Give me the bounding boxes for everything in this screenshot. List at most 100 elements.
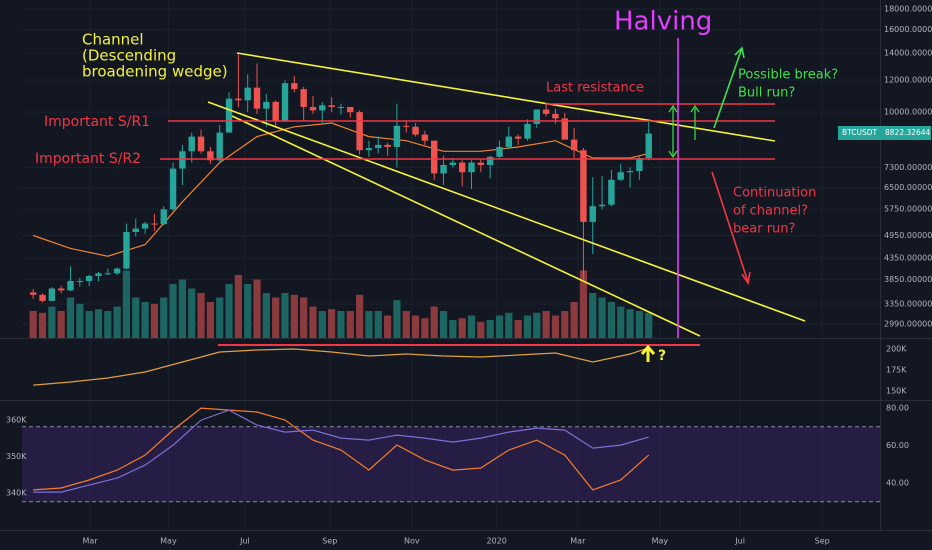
volume-bar <box>225 284 233 338</box>
y-tick-label: 4950.00000 <box>884 231 932 240</box>
candle-body <box>533 109 540 124</box>
candle-body <box>197 136 205 152</box>
volume-bar <box>505 312 513 338</box>
candle-body <box>29 292 37 295</box>
candle-body <box>319 105 326 111</box>
annotation: bear run? <box>733 222 795 237</box>
volume-bar <box>48 306 56 338</box>
candle-body <box>486 156 494 165</box>
volume-bar <box>272 297 280 338</box>
volume-bar <box>356 294 364 338</box>
candle-body <box>449 162 457 165</box>
x-tick-label: Jul <box>239 537 250 546</box>
candle-body <box>477 162 485 165</box>
annotation: Possible break? <box>738 68 838 83</box>
candle-body <box>216 132 223 161</box>
x-tick-label: Sep <box>815 537 830 546</box>
volume-bar <box>38 312 47 338</box>
y-tick-label: 2990.00000 <box>884 319 932 328</box>
candle-body <box>300 89 307 107</box>
volume-bar <box>244 284 252 338</box>
candle-body <box>589 206 596 222</box>
volume-bar <box>635 311 643 338</box>
y-tick-label: 4350.00000 <box>884 254 932 263</box>
candle-body <box>337 106 345 108</box>
volume-bar <box>402 311 410 338</box>
volume-bar <box>393 300 401 338</box>
y-tick-label: 40.00 <box>886 478 909 487</box>
annotation: ? <box>658 348 666 364</box>
candle-body <box>514 136 522 139</box>
candle-body <box>328 105 335 107</box>
volume-bar <box>430 306 438 338</box>
last-price: 8822.32644 <box>885 128 931 137</box>
symbol-label: BTCUSDT <box>842 128 878 137</box>
candle-body <box>570 139 578 151</box>
volume-bar <box>551 315 560 338</box>
arrow <box>640 344 656 362</box>
candle-body <box>225 98 233 133</box>
candle-body <box>403 125 410 127</box>
x-tick-label: Sep <box>322 537 337 546</box>
volume-bar <box>383 315 392 338</box>
volume-bar <box>617 306 625 338</box>
y-tick-label: 6500.00000 <box>884 183 932 192</box>
volume-bar <box>188 288 196 338</box>
candle-body <box>207 151 214 161</box>
candle-body <box>151 223 158 225</box>
annotation: Important S/R2 <box>35 151 141 167</box>
candle-body <box>272 101 279 122</box>
candle-body <box>141 223 149 229</box>
candle-body <box>188 136 195 152</box>
drawings <box>160 38 806 362</box>
candle-body <box>132 228 139 233</box>
volume-bar <box>281 293 289 338</box>
candle-body <box>67 280 74 291</box>
volume-bar <box>337 311 345 338</box>
x-tick-label: 2020 <box>487 537 507 546</box>
volume-bar <box>598 297 606 338</box>
volume-bar <box>439 311 448 338</box>
volume-bar <box>309 306 317 338</box>
volume-bar <box>570 302 578 338</box>
volume-bar <box>300 297 308 338</box>
volume-bar <box>542 311 550 338</box>
candle-body <box>113 268 121 274</box>
candle-body <box>39 294 46 301</box>
x-tick-label: May <box>652 537 669 546</box>
series-line <box>33 409 649 493</box>
candle-body <box>636 157 643 172</box>
y-tick-label: 7300.00000 <box>884 163 932 172</box>
volume-bar <box>533 312 541 338</box>
candle-body <box>440 164 447 174</box>
candle-body <box>542 109 550 114</box>
annotation: Important S/R1 <box>44 114 150 130</box>
candle-body <box>608 179 615 205</box>
candle-body <box>244 87 251 101</box>
candle-body <box>505 136 513 147</box>
volume-bar <box>374 311 382 338</box>
y-tick-label: 60.00 <box>886 441 909 450</box>
volume-bar <box>467 315 476 338</box>
candle-body <box>598 204 606 207</box>
volume-bar <box>216 297 224 338</box>
series-line <box>33 407 650 491</box>
candle-body <box>179 151 186 169</box>
arrow <box>668 104 678 159</box>
price-tag <box>838 126 931 140</box>
volume-bar <box>104 311 112 338</box>
y2-tick-label: 360K <box>6 416 27 425</box>
y-tick-label: 16000.00000 <box>884 25 932 34</box>
x-tick-label: Nov <box>404 537 420 546</box>
marks <box>29 54 653 493</box>
candle-body <box>356 112 363 151</box>
candle-body <box>281 83 289 122</box>
volume-bar <box>561 311 569 338</box>
candle-body <box>645 133 652 158</box>
candle-body <box>617 172 624 180</box>
annotation: (Descending <box>82 47 176 65</box>
annotation: Channel <box>82 31 144 49</box>
annotation: Last resistance <box>546 81 644 96</box>
candle-body <box>375 144 382 149</box>
volume-bar <box>57 311 65 338</box>
